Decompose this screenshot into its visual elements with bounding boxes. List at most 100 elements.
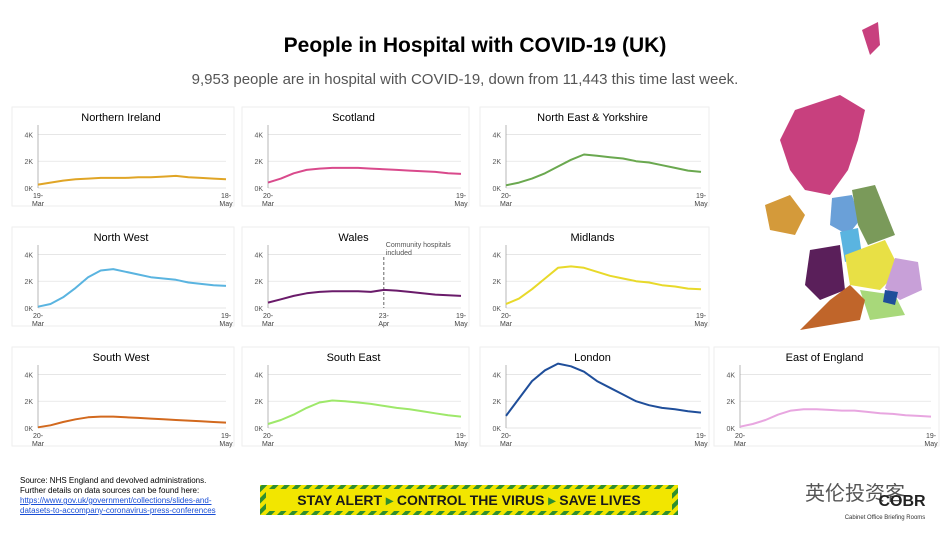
- chart-title: North West: [94, 232, 149, 244]
- y-tick-label: 0K: [254, 306, 263, 313]
- y-tick-label: 4K: [254, 372, 263, 379]
- x-tick-label: 20-Mar: [32, 313, 45, 328]
- x-tick-label: 23-Apr: [378, 313, 390, 328]
- chart-title: South East: [327, 352, 381, 364]
- y-tick-label: 2K: [492, 399, 501, 406]
- line: [37, 268, 227, 308]
- chart-title: Wales: [338, 232, 369, 244]
- logo-caption: Cabinet Office Briefing Rooms: [845, 515, 926, 521]
- logo: COBR: [878, 493, 926, 510]
- y-tick-label: 2K: [492, 279, 501, 286]
- line: [37, 415, 227, 429]
- slogan: STAY ALERT ▸ CONTROL THE VIRUS ▸ SAVE LI…: [297, 492, 640, 508]
- panel-frame: [713, 346, 940, 447]
- y-tick-label: 2K: [254, 159, 263, 166]
- x-tick-label: 19-May: [454, 433, 468, 448]
- line: [505, 362, 702, 417]
- panel: East of England 0K 2K 4K 20-Mar 19-May: [713, 346, 940, 448]
- panel: South West 0K 2K 4K 20-Mar 19-May: [11, 346, 235, 448]
- panel: North West 0K 2K 4K 20-Mar 19-May: [11, 226, 235, 328]
- watermark: 英伦投资客: [805, 482, 905, 505]
- y-tick-label: 4K: [254, 132, 263, 139]
- panel-frame: [11, 106, 235, 207]
- source-text: Source: NHS England and devolved adminis…: [20, 476, 207, 495]
- x-tick-label: 20-Mar: [32, 433, 45, 448]
- chart-title: Scotland: [332, 112, 375, 124]
- panel-frame: [479, 346, 710, 447]
- y-tick-label: 4K: [24, 252, 33, 259]
- x-tick-label: 18-May: [219, 193, 233, 208]
- line: [37, 174, 227, 186]
- line: [505, 153, 702, 187]
- y-tick-label: 4K: [24, 132, 33, 139]
- chart-title: Northern Ireland: [81, 112, 161, 124]
- x-tick-label: 20-Mar: [734, 433, 747, 448]
- y-tick-label: 4K: [492, 132, 501, 139]
- y-tick-label: 0K: [254, 186, 263, 193]
- x-tick-label: 20-Mar: [500, 313, 513, 328]
- subtitle: 9,953 people are in hospital with COVID-…: [192, 71, 739, 88]
- source: Source: NHS England and devolved adminis…: [20, 476, 225, 516]
- panel-frame: [479, 226, 710, 327]
- y-tick-label: 0K: [24, 186, 33, 193]
- x-tick-label: 19-May: [219, 433, 233, 448]
- x-tick-label: 20-Mar: [500, 433, 513, 448]
- panel: Midlands 0K 2K 4K 20-Mar 19-May: [479, 226, 710, 328]
- panel-frame: [11, 226, 235, 327]
- y-tick-label: 0K: [24, 306, 33, 313]
- slogan-part: CONTROL THE VIRUS: [397, 492, 545, 508]
- y-tick-label: 2K: [254, 399, 263, 406]
- y-tick-label: 0K: [24, 426, 33, 433]
- source-link[interactable]: https://www.gov.uk/government/collection…: [20, 496, 216, 515]
- x-tick-label: 19-May: [694, 193, 708, 208]
- line: [505, 265, 702, 305]
- panel: Scotland 0K 2K 4K 20-Mar 19-May: [241, 106, 470, 208]
- y-tick-label: 4K: [492, 372, 501, 379]
- y-tick-label: 2K: [24, 399, 33, 406]
- panel-frame: [241, 346, 470, 447]
- panel-frame: [11, 346, 235, 447]
- x-tick-label: 19-May: [454, 193, 468, 208]
- y-tick-label: 0K: [254, 426, 263, 433]
- slogan-banner: [260, 485, 678, 515]
- y-tick-label: 0K: [492, 186, 501, 193]
- slogan-part: SAVE LIVES: [559, 492, 640, 508]
- chart-title: Midlands: [570, 232, 615, 244]
- line: [267, 166, 462, 184]
- y-tick-label: 2K: [24, 159, 33, 166]
- x-tick-label: 19-May: [694, 313, 708, 328]
- x-tick-label: 19-May: [219, 313, 233, 328]
- panel: North East & Yorkshire 0K 2K 4K 20-Mar 19-May: [479, 106, 710, 208]
- annotation: Community hospitals included: [386, 242, 451, 257]
- y-tick-label: 4K: [24, 372, 33, 379]
- y-tick-label: 2K: [24, 279, 33, 286]
- x-tick-label: 20-Mar: [262, 313, 275, 328]
- panel: Northern Ireland 0K 2K 4K 19-Mar 18-May: [11, 106, 235, 208]
- slogan-part: STAY ALERT: [297, 492, 382, 508]
- y-tick-label: 0K: [492, 306, 501, 313]
- x-tick-label: 19-May: [454, 313, 468, 328]
- y-tick-label: 0K: [726, 426, 735, 433]
- panel-frame: [241, 226, 470, 327]
- panel: South East 0K 2K 4K 20-Mar 19-May: [241, 346, 470, 448]
- chart-title: East of England: [786, 352, 864, 364]
- panel: London 0K 2K 4K 20-Mar 19-May: [479, 346, 710, 448]
- line: [739, 408, 932, 428]
- x-tick-label: 20-Mar: [262, 433, 275, 448]
- chart-title: North East & Yorkshire: [537, 112, 648, 124]
- y-tick-label: 2K: [492, 159, 501, 166]
- title: People in Hospital with COVID-19 (UK): [284, 34, 667, 57]
- panel-frame: [241, 106, 470, 207]
- chart-title: South West: [93, 352, 150, 364]
- x-tick-label: 20-Mar: [500, 193, 513, 208]
- x-tick-label: 19-May: [694, 433, 708, 448]
- y-tick-label: 4K: [726, 372, 735, 379]
- panel: Wales 0K 2K 4K 20-Mar 23-Apr 19-May Community h…: [241, 226, 470, 328]
- y-tick-label: 0K: [492, 426, 501, 433]
- line: [267, 288, 462, 304]
- line: [267, 399, 462, 425]
- uk-map: [765, 22, 922, 330]
- x-tick-label: 19-May: [924, 433, 938, 448]
- y-tick-label: 4K: [254, 252, 263, 259]
